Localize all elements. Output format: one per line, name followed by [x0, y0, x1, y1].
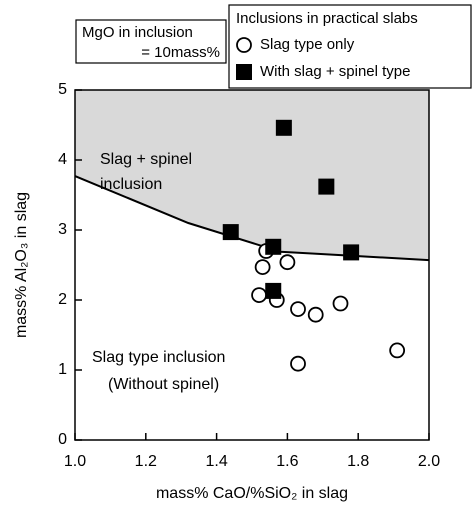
legend-marker	[236, 37, 252, 53]
y-tick-label: 3	[58, 221, 67, 238]
annotation: Slag type inclusion	[92, 349, 225, 366]
x-tick-label: 1.2	[135, 453, 157, 470]
x-tick-label: 1.4	[205, 453, 227, 470]
annotation: (Without spinel)	[108, 376, 219, 393]
legend-marker	[236, 64, 252, 80]
y-tick-label: 1	[58, 361, 67, 378]
x-tick-label: 1.0	[64, 453, 86, 470]
point	[389, 342, 406, 359]
shaded-region	[75, 90, 429, 261]
legend-box	[228, 4, 472, 89]
legend-label: Slag type only	[260, 36, 355, 53]
y-tick-label: 4	[58, 151, 67, 168]
point	[265, 238, 282, 255]
legend-title: Inclusions in practical slabs	[236, 10, 418, 27]
y-tick-label: 0	[58, 431, 67, 448]
x-tick-label: 2.0	[418, 453, 440, 470]
note-box	[75, 19, 227, 64]
point	[332, 295, 349, 312]
note-text: MgO in inclusion	[82, 24, 193, 41]
point	[290, 355, 306, 372]
point	[275, 119, 292, 136]
point	[222, 224, 239, 241]
point	[254, 259, 271, 276]
x-axis-label: mass% CaO/%SiO₂ in slag	[156, 485, 348, 502]
y-tick-label: 5	[58, 81, 67, 98]
annotation: inclusion	[100, 176, 162, 193]
point	[290, 301, 306, 318]
x-tick-label: 1.8	[347, 453, 369, 470]
point	[279, 254, 296, 271]
point	[343, 244, 360, 261]
annotation: Slag + spinel	[100, 151, 192, 168]
plot-frame	[74, 89, 430, 441]
y-axis-label: mass% Al₂O₃ in slag	[13, 192, 30, 338]
y-tick-label: 2	[58, 291, 67, 308]
x-tick-label: 1.6	[276, 453, 298, 470]
point	[318, 178, 335, 195]
point	[251, 287, 267, 304]
legend-label: With slag + spinel type	[260, 63, 411, 80]
note-text: = 10mass%	[141, 44, 220, 61]
point	[307, 306, 324, 323]
point	[265, 282, 282, 299]
